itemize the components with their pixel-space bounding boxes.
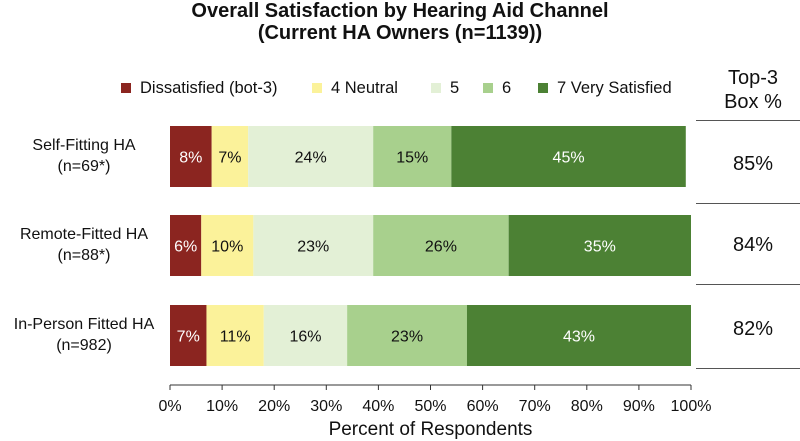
x-tick-label: 80%: [571, 398, 603, 415]
bar-segment: [451, 126, 686, 187]
legend-swatch-very-satisfied: [538, 83, 548, 93]
top3-separator: [696, 284, 800, 285]
legend-label-neutral: 4 Neutral: [331, 78, 398, 97]
bar-segment: [170, 305, 207, 366]
bar-data-label: 35%: [584, 239, 616, 256]
bar-segment: [373, 126, 452, 187]
category-name: Self-Fitting HA: [32, 137, 136, 154]
bar-segment: [211, 126, 249, 187]
x-tick-label: 20%: [258, 398, 290, 415]
category-sample-size: (n=88*): [57, 247, 111, 264]
legend-swatch-dissatisfied: [121, 83, 131, 93]
chart-title: Overall Satisfaction by Hearing Aid Chan…: [191, 0, 609, 22]
bar-segment: [170, 126, 212, 187]
legend-label-dissatisfied: Dissatisfied (bot-3): [140, 78, 278, 97]
top3-value-remote-fitted: 84%: [732, 234, 774, 256]
bar-data-label: 23%: [297, 239, 329, 256]
top3-value-self-fitting: 85%: [732, 153, 774, 175]
x-tick-label: 100%: [671, 398, 712, 415]
x-tick-label: 90%: [623, 398, 655, 415]
bar-segment: [263, 305, 348, 366]
legend-item-5: 5: [431, 77, 459, 99]
bar-segment: [466, 305, 691, 366]
bar-segment: [248, 126, 374, 187]
category-label-remote-fitted: Remote-Fitted HA (n=88*): [0, 224, 168, 266]
legend-item-neutral: 4 Neutral: [312, 77, 398, 99]
bar-data-label: 11%: [220, 329, 251, 346]
category-label-self-fitting: Self-Fitting HA (n=69*): [0, 135, 168, 177]
bar-data-label: 10%: [211, 239, 243, 256]
bar-segment: [373, 215, 509, 276]
bar-data-label: 8%: [179, 150, 202, 167]
x-tick-label: 30%: [310, 398, 342, 415]
x-tick-label: 0%: [158, 398, 181, 415]
x-axis-title: Percent of Respondents: [329, 419, 533, 440]
x-tick-label: 40%: [362, 398, 394, 415]
bar-data-label: 24%: [295, 150, 327, 167]
bar-segment: [206, 305, 264, 366]
legend-item-very-satisfied: 7 Very Satisfied: [538, 77, 672, 99]
bar-data-label: 15%: [396, 150, 428, 167]
legend-item-dissatisfied: Dissatisfied (bot-3): [121, 77, 278, 99]
bar-data-label: 6%: [174, 239, 197, 256]
legend-swatch-5: [431, 83, 441, 93]
legend-swatch-neutral: [312, 83, 322, 93]
category-label-in-person: In-Person Fitted HA (n=982): [0, 314, 168, 356]
category-name: In-Person Fitted HA: [13, 316, 155, 333]
bar-data-label: 7%: [218, 150, 241, 167]
bar-data-label: 26%: [425, 239, 457, 256]
bar-segment: [170, 215, 202, 276]
category-name: Remote-Fitted HA: [19, 226, 149, 243]
top3-separator: [696, 368, 800, 369]
legend-label-6: 6: [502, 78, 512, 97]
top3-value-in-person: 82%: [732, 318, 774, 340]
bar-segment: [201, 215, 254, 276]
legend-label-very-satisfied: 7 Very Satisfied: [557, 78, 672, 97]
bar-data-label: 45%: [553, 150, 585, 167]
category-sample-size: (n=69*): [57, 158, 111, 175]
bar-data-label: 43%: [563, 329, 595, 346]
bar-segment: [253, 215, 374, 276]
chart-subtitle: (Current HA Owners (n=1139)): [257, 22, 543, 44]
top3-header-line2: Box %: [724, 91, 782, 113]
legend-label-5: 5: [450, 78, 460, 97]
category-sample-size: (n=982): [56, 337, 112, 354]
top3-separator: [696, 203, 800, 204]
bar-data-label: 23%: [391, 329, 423, 346]
bar-segment: [508, 215, 691, 276]
x-tick-label: 70%: [519, 398, 551, 415]
x-tick-label: 50%: [414, 398, 446, 415]
legend-swatch-6: [483, 83, 493, 93]
top3-header-line1: Top-3: [727, 67, 779, 89]
top3-separator: [696, 120, 800, 121]
bar-data-label: 7%: [177, 329, 200, 346]
x-tick-label: 60%: [467, 398, 499, 415]
x-tick-label: 10%: [206, 398, 238, 415]
bar-segment: [347, 305, 467, 366]
bar-data-label: 16%: [289, 329, 321, 346]
legend-item-6: 6: [483, 77, 511, 99]
